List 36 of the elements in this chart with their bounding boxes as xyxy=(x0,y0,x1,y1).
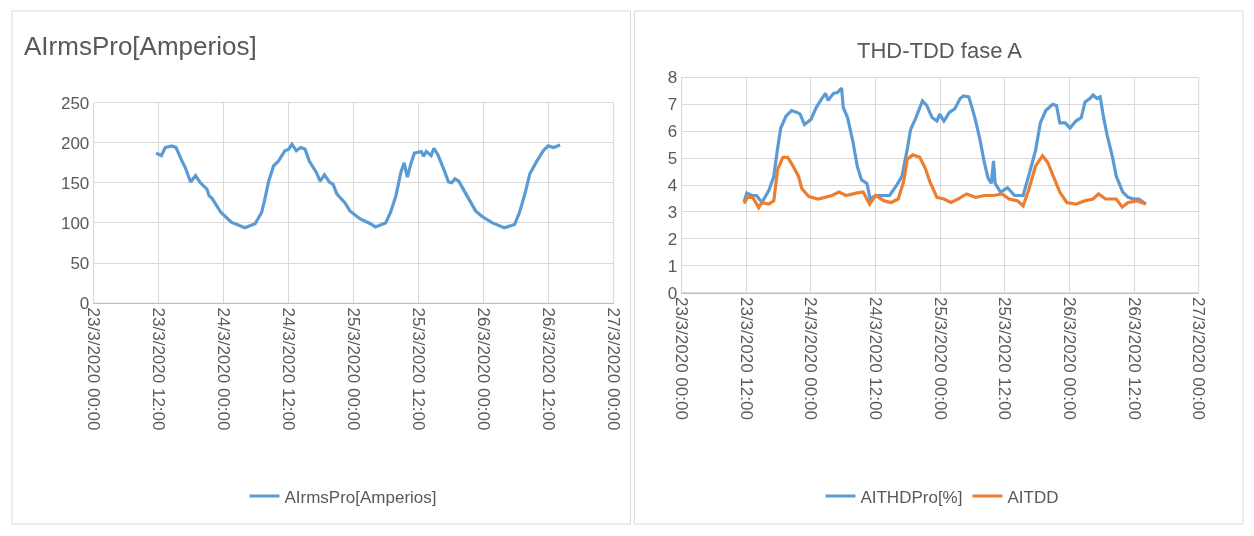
legend-label: AIrmsPro[Amperios] xyxy=(284,487,437,507)
chart-title: THD-TDD fase A xyxy=(857,38,1023,63)
y-tick-label: 200 xyxy=(60,133,90,153)
line-series xyxy=(742,153,1148,210)
x-tick-label: 26/3/2020 00:00 xyxy=(474,307,494,431)
y-tick-label: 100 xyxy=(60,213,90,233)
y-tick-label: 5 xyxy=(667,149,678,169)
x-tick-label: 26/3/2020 12:00 xyxy=(1124,296,1144,420)
y-tick-label: 1 xyxy=(667,256,678,276)
y-tick-label: 6 xyxy=(667,122,678,142)
y-tick-label: 50 xyxy=(70,254,90,274)
x-tick-label: 24/3/2020 00:00 xyxy=(214,307,234,431)
x-tick-label: 24/3/2020 12:00 xyxy=(279,307,299,431)
x-tick-label: 25/3/2020 12:00 xyxy=(995,296,1015,420)
y-tick-label: 250 xyxy=(60,93,90,113)
y-tick-label: 3 xyxy=(667,202,678,222)
y-tick-label: 8 xyxy=(667,68,678,88)
x-tick-label: 23/3/2020 12:00 xyxy=(736,296,756,420)
x-tick-label: 24/3/2020 00:00 xyxy=(801,296,821,420)
x-tick-label: 27/3/2020 00:00 xyxy=(604,307,624,431)
x-tick-label: 24/3/2020 12:00 xyxy=(866,296,886,420)
legend-label: AITDD xyxy=(1007,487,1059,507)
y-tick-label: 150 xyxy=(60,173,90,193)
y-tick-label: 4 xyxy=(667,175,678,195)
x-tick-label: 26/3/2020 00:00 xyxy=(1059,296,1079,420)
y-tick-label: 7 xyxy=(667,95,678,115)
y-tick-label: 2 xyxy=(667,229,678,249)
legend-label: AITHDPro[%] xyxy=(860,487,963,507)
x-tick-label: 25/3/2020 00:00 xyxy=(930,296,950,420)
x-tick-label: 27/3/2020 00:00 xyxy=(1189,296,1209,420)
x-tick-label: 25/3/2020 12:00 xyxy=(409,307,429,431)
x-tick-label: 23/3/2020 12:00 xyxy=(149,307,169,431)
x-tick-label: 25/3/2020 00:00 xyxy=(344,307,364,431)
x-tick-label: 26/3/2020 12:00 xyxy=(539,307,559,431)
line-series xyxy=(154,142,562,230)
chart-title: AIrmsPro[Amperios] xyxy=(24,31,257,61)
